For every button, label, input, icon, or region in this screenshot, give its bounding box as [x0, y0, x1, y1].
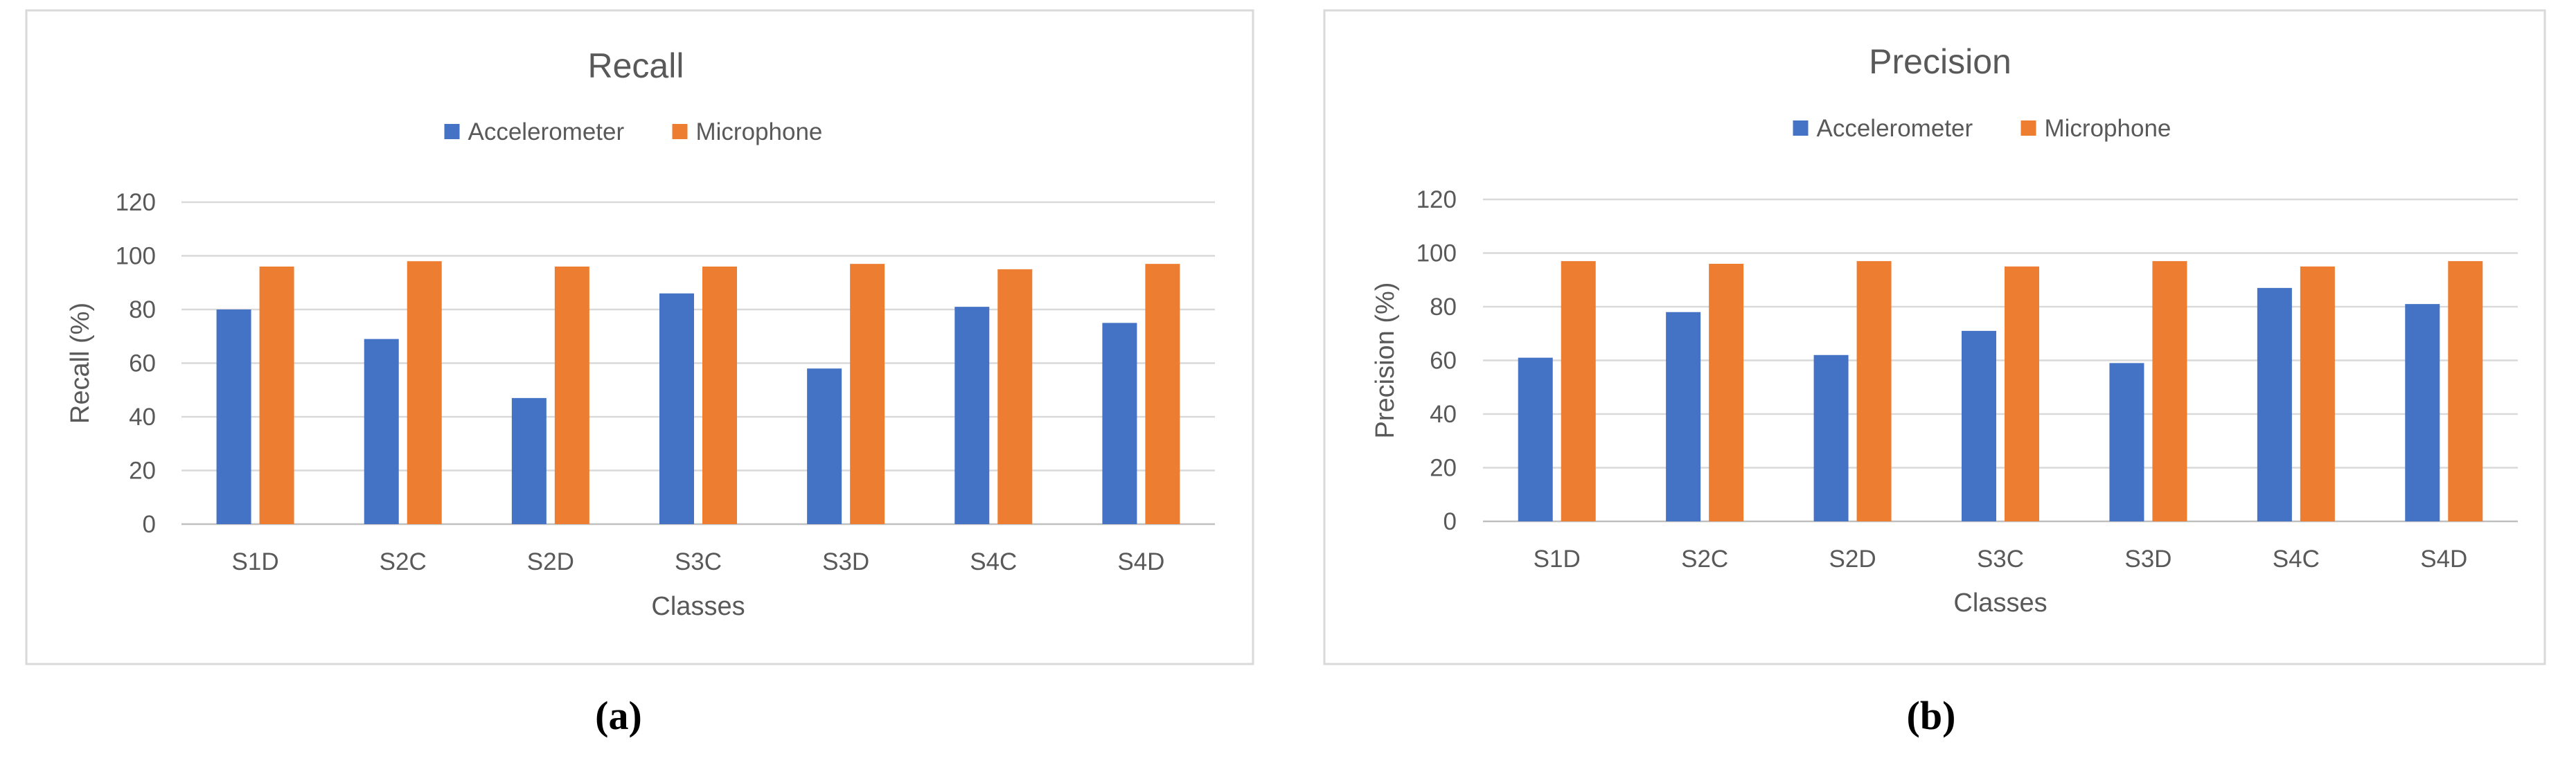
bar-accelerometer-s3d	[2109, 363, 2144, 521]
x-tick-label: S2C	[1681, 546, 1728, 573]
y-tick-label: 20	[1430, 455, 1457, 482]
bar-accelerometer-s2d	[1813, 354, 1849, 521]
bar-accelerometer-s4c	[2257, 287, 2292, 521]
y-tick-label: 120	[116, 189, 156, 216]
bar-microphone-s2d	[1856, 261, 1892, 521]
x-tick-label: S3D	[822, 548, 869, 575]
bar-microphone-s2d	[554, 267, 589, 524]
chart-title: Recall	[588, 46, 684, 85]
bar-microphone-s2c	[407, 261, 442, 524]
panel-label-b: (b)	[1906, 693, 1956, 738]
x-tick-label: S4D	[2420, 546, 2467, 573]
x-tick-label: S1D	[1534, 546, 1581, 573]
bar-accelerometer-s4d	[1102, 323, 1137, 524]
bar-microphone-s3c	[702, 267, 737, 524]
y-axis-title: Recall (%)	[66, 303, 95, 424]
bar-accelerometer-s4c	[954, 307, 990, 524]
y-axis-title: Precision (%)	[1371, 282, 1400, 439]
bar-microphone-s3c	[2005, 266, 2039, 521]
bar-accelerometer-s1d	[1518, 357, 1553, 521]
chart-title: Precision	[1869, 42, 2011, 81]
y-tick-label: 100	[116, 243, 156, 270]
bar-accelerometer-s3c	[659, 293, 694, 524]
chart-frame	[1323, 9, 2546, 665]
bar-microphone-s1d	[1561, 261, 1596, 521]
y-tick-label: 20	[129, 458, 156, 485]
bar-microphone-s4d	[2448, 261, 2483, 521]
x-tick-label: S4C	[2273, 546, 2320, 573]
panel-label-a: (a)	[595, 693, 642, 738]
x-tick-label: S2C	[380, 548, 427, 575]
legend-swatch-microphone	[672, 124, 688, 139]
x-tick-label: S4D	[1117, 548, 1164, 575]
bar-accelerometer-s4d	[2405, 304, 2440, 521]
bar-accelerometer-s2d	[511, 397, 547, 524]
legend-swatch-accelerometer	[444, 124, 460, 139]
x-tick-label: S3C	[1977, 546, 2024, 573]
bar-microphone-s4d	[1145, 264, 1180, 524]
y-tick-label: 80	[1430, 294, 1457, 321]
y-tick-label: 80	[129, 296, 156, 323]
x-tick-label: S3C	[675, 548, 722, 575]
y-tick-label: 40	[1430, 401, 1457, 428]
bar-microphone-s4c	[997, 269, 1033, 524]
bar-microphone-s1d	[259, 267, 294, 524]
bar-accelerometer-s2c	[364, 339, 399, 524]
legend-label-accelerometer: Accelerometer	[1817, 115, 1973, 142]
legend-swatch-accelerometer	[1793, 120, 1809, 136]
bar-accelerometer-s3c	[1962, 330, 1996, 521]
x-axis-title: Classes	[651, 592, 745, 621]
x-tick-label: S3D	[2124, 546, 2171, 573]
x-tick-label: S2D	[527, 548, 574, 575]
bar-accelerometer-s2c	[1666, 312, 1701, 521]
legend-label-microphone: Microphone	[696, 118, 823, 145]
legend-label-microphone: Microphone	[2045, 115, 2171, 142]
bar-microphone-s4c	[2300, 266, 2335, 521]
bar-microphone-s3d	[2152, 261, 2187, 521]
y-tick-label: 40	[129, 404, 156, 431]
x-tick-label: S4C	[970, 548, 1017, 575]
bar-microphone-s2c	[1709, 264, 1744, 521]
y-tick-label: 0	[143, 511, 156, 538]
x-tick-label: S1D	[232, 548, 279, 575]
bar-accelerometer-s3d	[807, 368, 842, 524]
bar-microphone-s3d	[850, 264, 885, 524]
bar-accelerometer-s1d	[216, 309, 251, 524]
legend-swatch-microphone	[2020, 120, 2036, 136]
y-tick-label: 120	[1416, 186, 1457, 213]
y-tick-label: 60	[129, 350, 156, 377]
x-tick-label: S2D	[1829, 546, 1876, 573]
y-tick-label: 100	[1416, 240, 1457, 267]
x-axis-title: Classes	[1953, 589, 2047, 618]
y-tick-label: 60	[1430, 348, 1457, 375]
legend-label-accelerometer: Accelerometer	[468, 118, 625, 145]
y-tick-label: 0	[1444, 508, 1457, 535]
